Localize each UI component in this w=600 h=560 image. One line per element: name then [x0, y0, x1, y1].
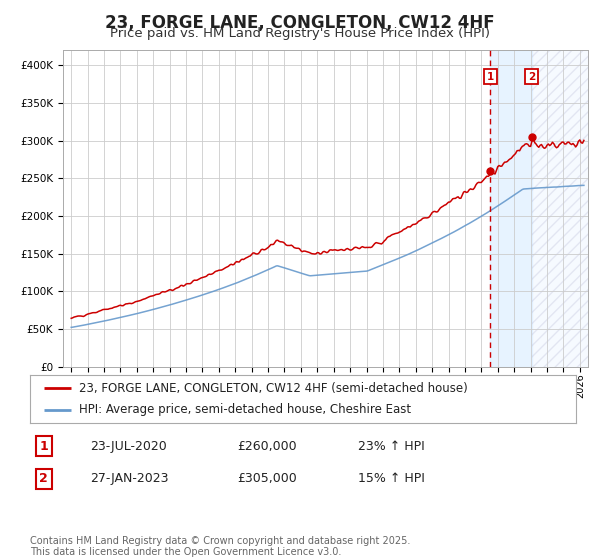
Text: 2: 2	[528, 72, 535, 82]
Text: 23, FORGE LANE, CONGLETON, CW12 4HF (semi-detached house): 23, FORGE LANE, CONGLETON, CW12 4HF (sem…	[79, 381, 468, 395]
Text: 1: 1	[39, 440, 48, 453]
Text: 23% ↑ HPI: 23% ↑ HPI	[358, 440, 424, 453]
Text: £305,000: £305,000	[238, 472, 297, 486]
Text: 23, FORGE LANE, CONGLETON, CW12 4HF: 23, FORGE LANE, CONGLETON, CW12 4HF	[105, 14, 495, 32]
Text: Price paid vs. HM Land Registry's House Price Index (HPI): Price paid vs. HM Land Registry's House …	[110, 27, 490, 40]
Bar	[532, 50, 588, 367]
Text: 1: 1	[487, 72, 494, 82]
Text: 15% ↑ HPI: 15% ↑ HPI	[358, 472, 424, 486]
Text: 2: 2	[39, 472, 48, 486]
Text: £260,000: £260,000	[238, 440, 297, 453]
Text: Contains HM Land Registry data © Crown copyright and database right 2025.
This d: Contains HM Land Registry data © Crown c…	[30, 535, 410, 557]
Bar	[490, 50, 532, 367]
Text: 27-JAN-2023: 27-JAN-2023	[90, 472, 169, 486]
Text: 23-JUL-2020: 23-JUL-2020	[90, 440, 167, 453]
Text: HPI: Average price, semi-detached house, Cheshire East: HPI: Average price, semi-detached house,…	[79, 403, 411, 417]
